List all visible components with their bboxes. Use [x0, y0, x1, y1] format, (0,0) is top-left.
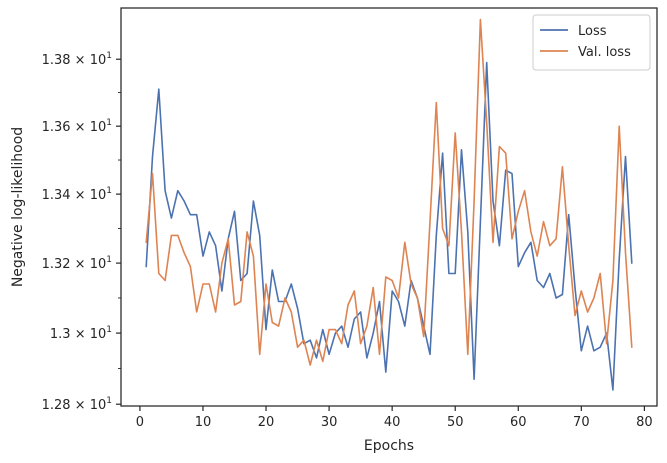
- y-axis: 1.28 × 101 1.3 × 101 1.32 × 101 1.34 × 101 1…: [42, 51, 121, 413]
- series-line-loss: [145, 61, 633, 391]
- y-tick-label: 1.32 × 101: [42, 255, 112, 272]
- x-tick-label: 60: [510, 415, 527, 430]
- legend: Loss Val. loss: [532, 14, 651, 71]
- series-layer: [145, 18, 633, 391]
- plot-frame: [120, 7, 658, 407]
- x-tick-label: 0: [136, 415, 144, 430]
- legend-label-val-loss: Val. loss: [578, 45, 631, 60]
- x-tick-label: 80: [636, 415, 653, 430]
- x-tick-label: 30: [321, 415, 338, 430]
- x-axis-title: Epochs: [364, 438, 414, 454]
- legend-box: [532, 14, 651, 71]
- x-tick-label: 20: [258, 415, 275, 430]
- series-line-val-loss: [145, 18, 633, 366]
- y-axis-title: Negative log-likelihood: [10, 127, 26, 287]
- y-tick-label: 1.38 × 101: [42, 51, 112, 68]
- x-tick-label: 40: [384, 415, 401, 430]
- y-tick-label: 1.28 × 101: [42, 396, 112, 413]
- x-tick-label: 70: [573, 415, 590, 430]
- y-tick-label: 1.36 × 101: [42, 118, 112, 135]
- x-tick-label: 10: [195, 415, 212, 430]
- x-axis: 0 10 20 30 40 50 60 70 80: [136, 406, 653, 430]
- y-tick-label: 1.3 × 101: [50, 325, 112, 342]
- x-tick-label: 50: [447, 415, 464, 430]
- y-tick-label: 1.34 × 101: [42, 186, 112, 203]
- legend-label-loss: Loss: [578, 24, 607, 39]
